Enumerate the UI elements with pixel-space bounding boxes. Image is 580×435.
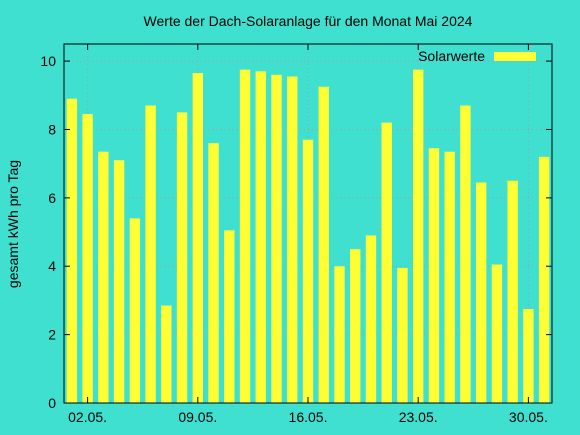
x-tick-label: 23.05. bbox=[399, 409, 438, 425]
plot-frame bbox=[63, 43, 553, 404]
y-tick-label: 2 bbox=[48, 327, 56, 343]
bar-day-16 bbox=[302, 139, 314, 403]
bar-day-7 bbox=[161, 305, 172, 403]
bar-day-20 bbox=[365, 235, 377, 403]
bars bbox=[66, 69, 550, 404]
bar-day-29 bbox=[507, 180, 518, 403]
bar-day-4 bbox=[113, 160, 125, 403]
chart-title: Werte der Dach-Solaranlage für den Monat… bbox=[144, 13, 473, 29]
x-tick-label: 30.05. bbox=[509, 409, 548, 425]
bar-day-1 bbox=[66, 98, 78, 403]
x-tick-label: 16.05. bbox=[289, 409, 328, 425]
bar-day-30 bbox=[523, 308, 534, 403]
y-tick-label: 6 bbox=[48, 190, 56, 206]
bar-day-28 bbox=[491, 264, 503, 403]
legend-label-solarwerte: Solarwerte bbox=[418, 48, 485, 64]
bar-day-12 bbox=[239, 69, 251, 404]
bar-day-22 bbox=[397, 267, 408, 403]
bar-day-14 bbox=[271, 74, 282, 404]
bar-day-10 bbox=[208, 143, 219, 403]
bar-day-18 bbox=[334, 266, 345, 403]
bar-day-25 bbox=[444, 151, 455, 403]
bar-day-11 bbox=[224, 230, 235, 403]
bar-day-24 bbox=[428, 148, 440, 403]
bar-day-8 bbox=[176, 112, 188, 403]
x-tick-label: 02.05. bbox=[68, 409, 107, 425]
bar-day-3 bbox=[98, 151, 109, 403]
bar-day-6 bbox=[145, 105, 156, 404]
bar-day-26 bbox=[460, 105, 471, 404]
bar-day-9 bbox=[192, 73, 204, 404]
y-tick-label: 0 bbox=[48, 395, 56, 411]
bar-day-17 bbox=[318, 86, 329, 403]
bar-day-23 bbox=[412, 69, 424, 404]
axes: 0 2 4 6 8 10 02.05. 09.05. 16.05. 23.05. 30.05. bbox=[40, 43, 553, 425]
bar-day-2 bbox=[82, 114, 93, 403]
x-tick-label: 09.05. bbox=[178, 409, 217, 425]
bar-day-5 bbox=[129, 218, 141, 403]
bar-day-21 bbox=[381, 122, 392, 403]
y-tick-label: 8 bbox=[48, 121, 56, 137]
bar-day-13 bbox=[255, 71, 266, 403]
bar-day-31 bbox=[538, 156, 550, 403]
y-tick-label: 10 bbox=[40, 53, 56, 69]
legend: Solarwerte bbox=[418, 48, 536, 64]
bar-day-27 bbox=[475, 182, 487, 403]
bar-day-19 bbox=[350, 249, 361, 403]
y-tick-label: 4 bbox=[48, 258, 56, 274]
y-axis-label: gesamt kWh pro Tag bbox=[5, 160, 21, 288]
bar-day-15 bbox=[287, 76, 298, 403]
legend-swatch-solarwerte bbox=[494, 52, 536, 61]
